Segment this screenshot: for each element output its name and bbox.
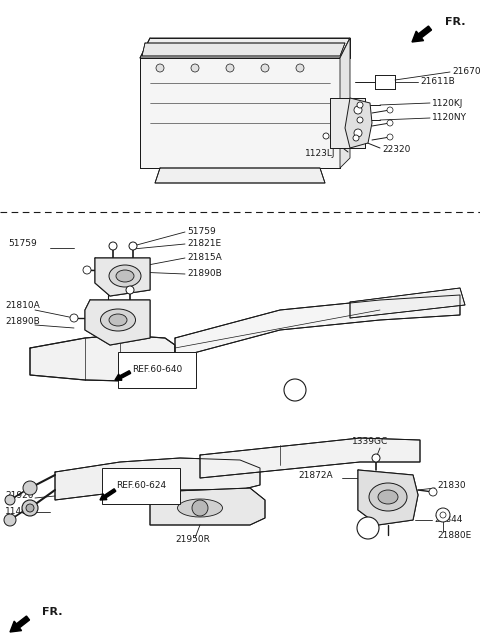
Polygon shape [200, 438, 420, 478]
Text: 21890B: 21890B [187, 269, 222, 278]
Circle shape [26, 504, 34, 512]
Circle shape [192, 500, 208, 516]
Circle shape [354, 129, 362, 137]
Circle shape [23, 481, 37, 495]
Polygon shape [340, 38, 350, 168]
Circle shape [440, 512, 446, 518]
Circle shape [353, 135, 359, 141]
Text: 21611B: 21611B [420, 78, 455, 87]
Circle shape [261, 64, 269, 72]
Text: 21920: 21920 [5, 491, 34, 500]
Polygon shape [175, 295, 460, 358]
Circle shape [284, 379, 306, 401]
Circle shape [156, 64, 164, 72]
Polygon shape [140, 58, 340, 168]
Text: 22320: 22320 [382, 145, 410, 154]
Text: 21890B: 21890B [5, 318, 40, 327]
Text: FR.: FR. [42, 607, 62, 617]
Text: A: A [364, 523, 372, 533]
Text: 51759: 51759 [187, 228, 216, 237]
Circle shape [83, 266, 91, 274]
Text: 1339GC: 1339GC [352, 437, 388, 446]
Text: 21830: 21830 [437, 482, 466, 491]
Text: 21880E: 21880E [437, 532, 471, 541]
Polygon shape [358, 470, 418, 525]
Circle shape [354, 106, 362, 114]
Polygon shape [95, 258, 150, 296]
Polygon shape [155, 168, 325, 183]
Text: 21810A: 21810A [5, 302, 40, 311]
Text: 1120KJ: 1120KJ [432, 98, 463, 107]
FancyArrow shape [100, 489, 116, 500]
Ellipse shape [100, 309, 135, 331]
Circle shape [357, 517, 379, 539]
Polygon shape [142, 43, 345, 56]
Polygon shape [85, 300, 150, 345]
Ellipse shape [178, 499, 223, 517]
Text: 51759: 51759 [8, 239, 37, 248]
Text: 21950R: 21950R [175, 536, 210, 545]
Text: REF.60-640: REF.60-640 [132, 365, 182, 374]
FancyArrow shape [115, 370, 131, 380]
Polygon shape [140, 38, 350, 58]
Ellipse shape [116, 270, 134, 282]
Text: 21670S: 21670S [452, 68, 480, 77]
Text: 1123LJ: 1123LJ [305, 149, 336, 158]
Text: 21821E: 21821E [187, 239, 221, 248]
Ellipse shape [378, 490, 398, 504]
Circle shape [429, 488, 437, 496]
Circle shape [387, 107, 393, 113]
Ellipse shape [109, 265, 141, 287]
Circle shape [70, 314, 78, 322]
Polygon shape [30, 335, 175, 382]
Ellipse shape [109, 314, 127, 326]
Circle shape [4, 514, 16, 526]
Circle shape [323, 133, 329, 139]
Polygon shape [330, 98, 365, 148]
Polygon shape [55, 458, 260, 500]
Circle shape [129, 242, 137, 250]
Circle shape [436, 508, 450, 522]
Circle shape [296, 64, 304, 72]
Text: 1120NY: 1120NY [432, 114, 467, 123]
Circle shape [109, 242, 117, 250]
Circle shape [357, 102, 363, 108]
Circle shape [226, 64, 234, 72]
Text: 21815A: 21815A [187, 253, 222, 262]
FancyArrow shape [10, 616, 30, 632]
Circle shape [387, 120, 393, 126]
Ellipse shape [369, 483, 407, 511]
FancyArrow shape [412, 26, 432, 42]
Circle shape [357, 117, 363, 123]
Text: 21844: 21844 [434, 516, 462, 525]
Circle shape [387, 134, 393, 140]
Text: FR.: FR. [445, 17, 466, 27]
Polygon shape [150, 488, 265, 525]
Circle shape [126, 286, 134, 294]
Text: 1140JA: 1140JA [5, 507, 36, 516]
Text: A: A [291, 385, 299, 395]
Polygon shape [350, 288, 465, 318]
Text: 21872A: 21872A [298, 471, 333, 480]
Text: REF.60-624: REF.60-624 [116, 482, 166, 491]
Circle shape [22, 500, 38, 516]
Polygon shape [345, 98, 372, 148]
Circle shape [191, 64, 199, 72]
Circle shape [372, 454, 380, 462]
Circle shape [5, 495, 15, 505]
